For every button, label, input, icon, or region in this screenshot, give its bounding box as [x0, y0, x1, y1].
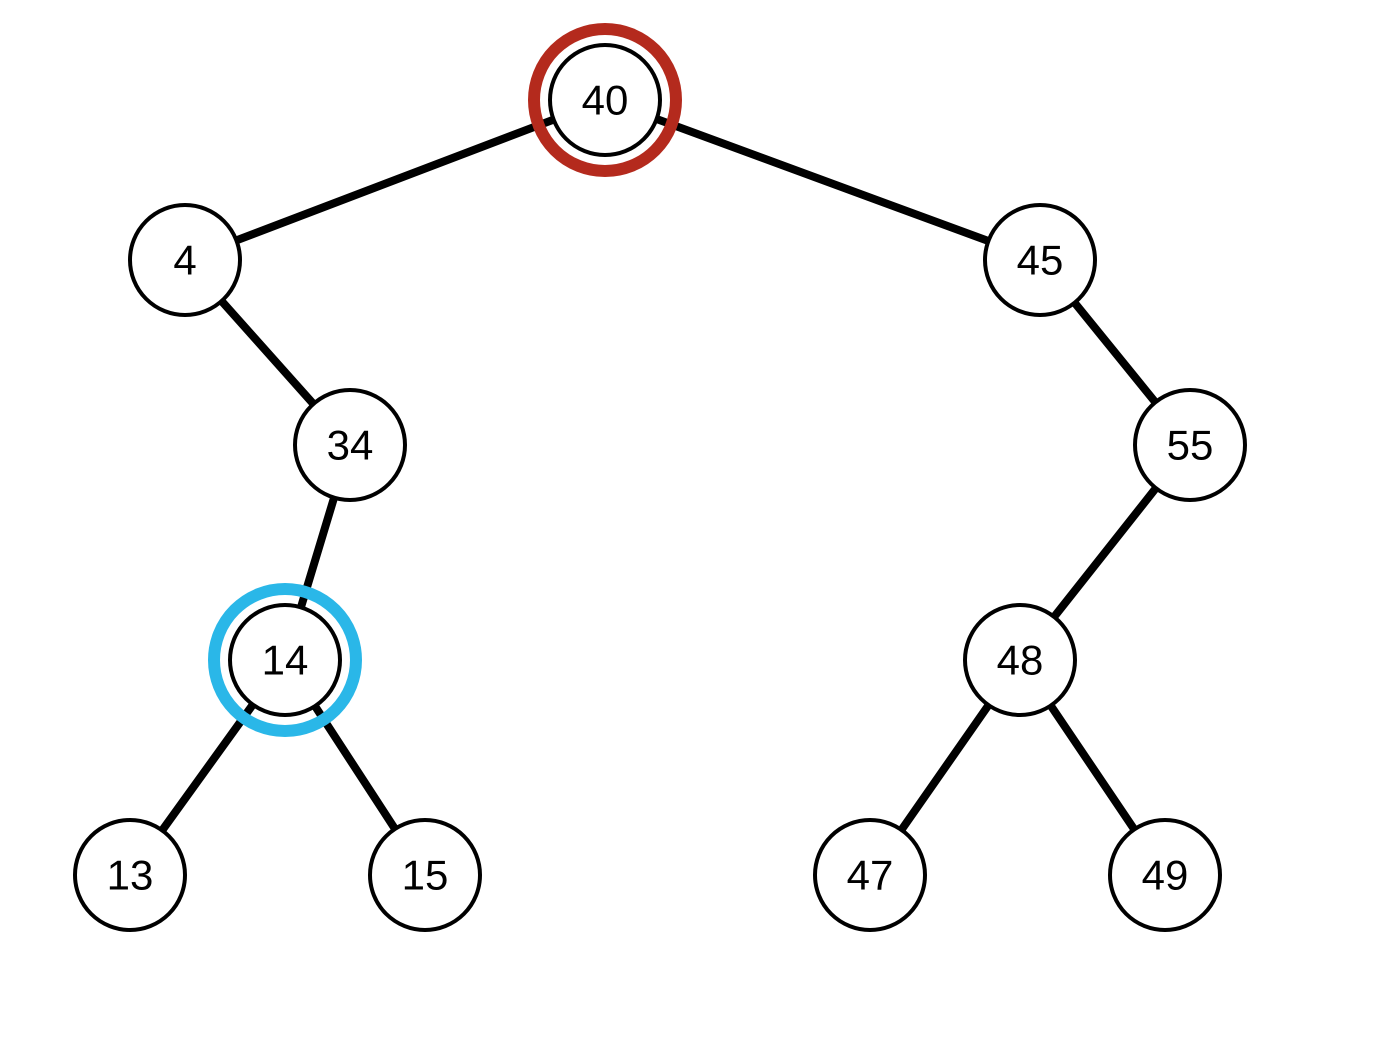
tree-edge — [901, 705, 988, 830]
node-label: 14 — [262, 637, 309, 684]
nodes-layer: 40 4 45 34 55 14 48 13 15 47 49 — [75, 29, 1245, 930]
tree-node: 47 — [815, 820, 925, 930]
tree-node: 14 — [214, 589, 356, 731]
tree-node: 13 — [75, 820, 185, 930]
tree-edge — [1051, 706, 1134, 830]
tree-node: 15 — [370, 820, 480, 930]
tree-node: 55 — [1135, 390, 1245, 500]
tree-edge — [236, 120, 553, 241]
tree-node: 40 — [534, 29, 676, 171]
tree-edge — [1075, 303, 1156, 403]
node-label: 45 — [1017, 237, 1064, 284]
node-label: 49 — [1142, 852, 1189, 899]
binary-tree-diagram: 40 4 45 34 55 14 48 13 15 47 49 — [0, 0, 1399, 1043]
node-label: 48 — [997, 637, 1044, 684]
tree-edge — [162, 705, 253, 831]
tree-node: 45 — [985, 205, 1095, 315]
node-label: 55 — [1167, 422, 1214, 469]
tree-node: 48 — [965, 605, 1075, 715]
tree-edge — [657, 119, 989, 241]
tree-edge — [1054, 488, 1156, 617]
node-label: 47 — [847, 852, 894, 899]
node-label: 40 — [582, 77, 629, 124]
tree-node: 4 — [130, 205, 240, 315]
node-label: 15 — [402, 852, 449, 899]
node-label: 34 — [327, 422, 374, 469]
node-label: 13 — [107, 852, 154, 899]
node-label: 4 — [173, 237, 196, 284]
tree-node: 34 — [295, 390, 405, 500]
tree-node: 49 — [1110, 820, 1220, 930]
tree-edge — [222, 301, 314, 404]
